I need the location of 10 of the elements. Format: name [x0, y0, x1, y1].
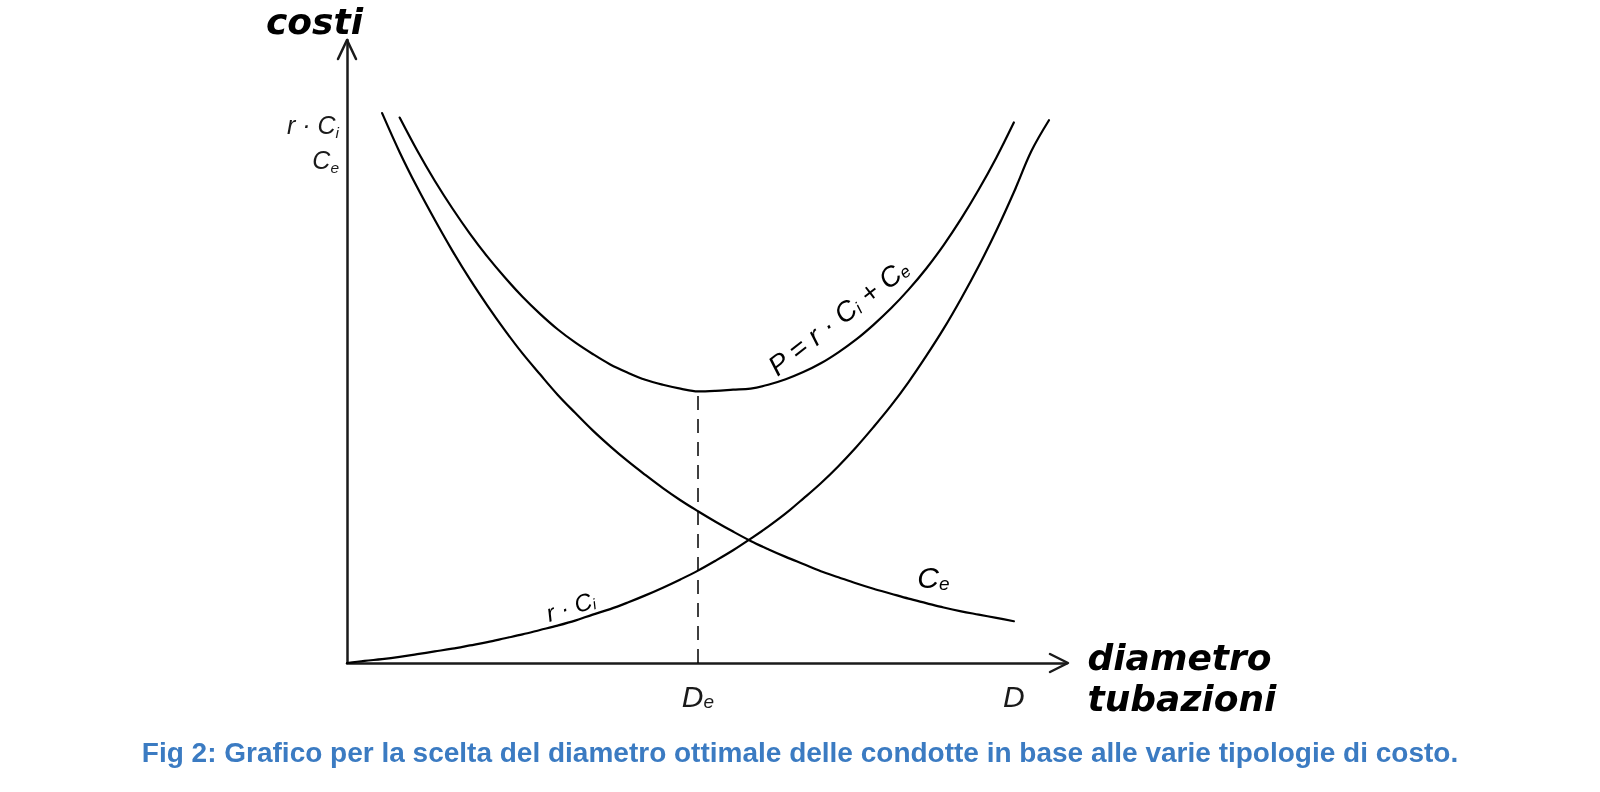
- x-axis-title: diametro tubazioni: [1087, 637, 1285, 719]
- y-axis-title: costi: [265, 0, 364, 42]
- caption: Fig 2: Grafico per la scelta del diametro ottimale delle condotte in base alle varie tipologie di costo.: [141, 736, 1459, 768]
- text: P = r · Ci + Ce: [762, 257, 915, 382]
- series-label: Ce: [917, 561, 950, 595]
- x-tick-label: D: [1003, 679, 1025, 713]
- text: C$_{e}$: [312, 146, 339, 177]
- text: r · C$_{i}$: [286, 111, 339, 142]
- text: r · Ci: [542, 586, 600, 627]
- x-tick-label: De: [681, 679, 715, 713]
